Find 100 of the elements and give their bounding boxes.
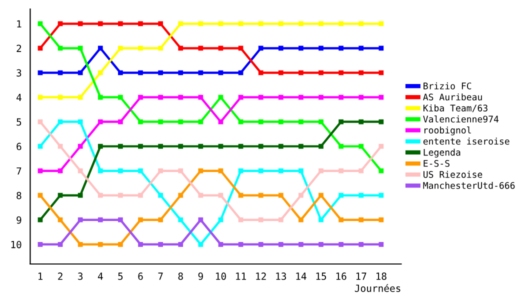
point xyxy=(78,144,83,149)
point xyxy=(278,242,284,247)
point xyxy=(238,119,244,124)
point xyxy=(78,217,83,222)
point xyxy=(278,119,284,124)
point xyxy=(378,217,384,222)
point xyxy=(358,242,364,247)
point xyxy=(318,21,324,26)
point xyxy=(258,144,264,149)
point xyxy=(158,242,163,247)
point xyxy=(138,168,143,174)
point xyxy=(198,144,204,149)
point xyxy=(178,144,184,149)
point xyxy=(338,119,344,124)
point xyxy=(138,94,143,100)
point xyxy=(298,119,304,124)
point xyxy=(258,46,264,51)
point xyxy=(378,70,384,76)
point xyxy=(118,144,123,149)
point xyxy=(338,21,344,26)
point xyxy=(278,144,284,149)
point xyxy=(58,217,63,222)
point xyxy=(118,46,123,51)
point xyxy=(78,168,83,174)
legend-label: ManchesterUtd-666 xyxy=(423,182,515,189)
point xyxy=(198,70,204,76)
y-tick-label: 7 xyxy=(16,167,22,175)
point xyxy=(178,242,184,247)
y-tick-label: 4 xyxy=(16,94,22,101)
point xyxy=(38,168,43,174)
point xyxy=(278,168,284,174)
point xyxy=(58,144,63,149)
point xyxy=(158,70,163,76)
point xyxy=(78,192,83,198)
point xyxy=(38,144,43,149)
y-tick-label: 6 xyxy=(16,142,22,150)
point xyxy=(258,70,264,76)
legend-label: US Riezoise xyxy=(424,170,482,178)
point xyxy=(178,70,184,76)
point xyxy=(298,46,304,51)
x-tick-label: 4 xyxy=(98,272,103,280)
point xyxy=(118,242,123,247)
legend-label: roobignol xyxy=(424,126,471,136)
point xyxy=(358,144,364,149)
point xyxy=(98,94,103,100)
point xyxy=(318,119,324,124)
point xyxy=(118,217,123,222)
point xyxy=(58,94,63,100)
y-tick-label: 2 xyxy=(16,44,22,52)
legend-label: AS Auribeau xyxy=(423,93,482,100)
point xyxy=(298,217,304,222)
point xyxy=(238,192,244,198)
point xyxy=(138,242,143,247)
y-tick-label: 9 xyxy=(16,216,22,224)
point xyxy=(118,168,123,174)
point xyxy=(138,192,143,198)
point xyxy=(138,119,143,124)
point xyxy=(158,144,163,149)
x-tick-label: 6 xyxy=(138,272,143,280)
x-tick-label: 14 xyxy=(296,272,306,280)
point xyxy=(238,217,244,222)
point xyxy=(178,217,184,222)
point xyxy=(78,94,83,100)
point xyxy=(218,21,224,26)
point xyxy=(118,192,123,198)
point xyxy=(338,94,344,100)
point xyxy=(58,168,63,174)
x-axis-title: Journées xyxy=(354,284,400,292)
point xyxy=(218,94,224,100)
point xyxy=(378,21,384,26)
point xyxy=(198,192,204,198)
point xyxy=(258,119,264,124)
x-tick-label: 5 xyxy=(118,272,123,280)
point xyxy=(278,192,284,198)
point xyxy=(98,168,103,174)
point xyxy=(138,21,143,26)
point xyxy=(158,21,163,26)
point xyxy=(178,94,184,100)
point xyxy=(258,217,264,222)
point xyxy=(198,217,204,222)
point xyxy=(178,119,184,124)
point xyxy=(238,70,244,76)
point xyxy=(38,217,43,222)
point xyxy=(338,70,344,76)
point xyxy=(378,119,384,124)
point xyxy=(158,119,163,124)
point xyxy=(298,144,304,149)
y-tick-label: 8 xyxy=(16,192,22,200)
legend-label: E-S-S xyxy=(424,160,450,167)
x-tick-label: 13 xyxy=(276,272,286,280)
y-tick-label: 3 xyxy=(16,69,22,77)
point xyxy=(198,21,204,26)
point xyxy=(178,21,184,26)
legend-label: Brizio FC xyxy=(424,82,472,90)
y-tick-label: 5 xyxy=(16,118,22,126)
point xyxy=(378,192,384,198)
point xyxy=(258,168,264,174)
point xyxy=(38,94,43,100)
point xyxy=(58,70,63,76)
x-tick-label: 9 xyxy=(198,272,203,280)
